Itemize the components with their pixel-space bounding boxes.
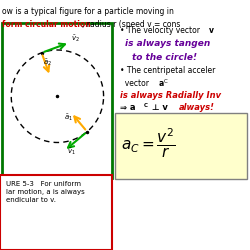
Text: URE 5-3   For uniform
lar motion, a is always
endicular to v.: URE 5-3 For uniform lar motion, a is alw…	[6, 181, 85, 203]
Text: v: v	[208, 26, 214, 35]
Text: form circular motion: form circular motion	[2, 20, 91, 29]
Text: C: C	[164, 79, 167, 84]
Text: $\bar{v}_2$: $\bar{v}_2$	[71, 34, 80, 44]
Text: ow is a typical figure for a particle moving in: ow is a typical figure for a particle mo…	[2, 8, 174, 16]
Text: always!: always!	[178, 103, 214, 112]
Text: ⇒ a: ⇒ a	[120, 103, 135, 112]
Text: • The velocity vector: • The velocity vector	[120, 26, 202, 35]
Text: a: a	[158, 79, 164, 88]
Text: is always tangen: is always tangen	[125, 39, 210, 48]
Text: $\bar{v}_1$: $\bar{v}_1$	[67, 146, 76, 157]
FancyBboxPatch shape	[0, 175, 112, 250]
FancyBboxPatch shape	[2, 22, 112, 178]
Text: to the circle!: to the circle!	[132, 52, 198, 62]
Text: vector: vector	[120, 79, 151, 88]
FancyBboxPatch shape	[115, 112, 247, 179]
Text: C: C	[144, 103, 148, 108]
Text: $\bar{a}_2$: $\bar{a}_2$	[44, 57, 52, 68]
Text: $\bar{a}_1$: $\bar{a}_1$	[64, 112, 73, 123]
Text: • The centripetal acceler: • The centripetal acceler	[120, 66, 215, 75]
Text: , radius r (speed v = cons: , radius r (speed v = cons	[82, 20, 181, 29]
Text: is always Radially Inv: is always Radially Inv	[120, 90, 221, 100]
Text: $a_C = \dfrac{v^2}{r}$: $a_C = \dfrac{v^2}{r}$	[121, 126, 176, 160]
Text: ⊥ v: ⊥ v	[148, 103, 170, 112]
